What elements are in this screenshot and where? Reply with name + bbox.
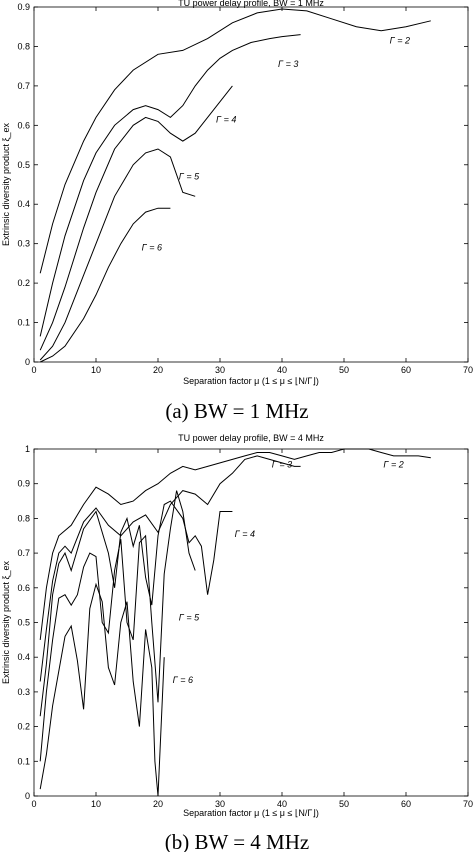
series-line-3: [39, 500, 233, 717]
y-tick-label: 0.1: [17, 756, 30, 766]
y-axis-label: Extrinsic diversity product ξ_ex: [1, 122, 11, 246]
series-line-1: [39, 448, 431, 640]
y-tick-label: 0.6: [17, 120, 30, 130]
y-tick-label: 0.7: [17, 81, 30, 91]
y-tick-label: 0.5: [17, 618, 30, 628]
series-line-5: [39, 207, 171, 363]
x-tick-label: 50: [339, 365, 349, 375]
y-tick-label: 0: [25, 791, 30, 801]
x-tick-label: 60: [401, 365, 411, 375]
chart-title: TU power delay profile, BW = 1 MHz: [178, 0, 324, 8]
chart-bw-1mhz: TU power delay profile, BW = 1 MHz Separ…: [1, 0, 473, 423]
x-tick-label: 30: [215, 799, 225, 809]
x-axis-label: Separation factor μ (1 ≤ μ ≤ ⌊N/Γ⌋): [183, 376, 319, 386]
x-tick-label: 30: [215, 365, 225, 375]
x-tick-label: 40: [277, 799, 287, 809]
y-tick-label: 0.4: [17, 652, 30, 662]
series-line-2: [39, 34, 301, 337]
y-axis-label: Extrinsic diversity product ξ_ex: [1, 560, 11, 684]
chart-title: TU power delay profile, BW = 4 MHz: [178, 433, 324, 443]
x-tick-label: 0: [31, 365, 36, 375]
y-tick-label: 0.4: [17, 199, 30, 209]
y-tick-label: 0.3: [17, 239, 30, 249]
x-tick-label: 50: [339, 799, 349, 809]
y-tick-label: 0.8: [17, 41, 30, 51]
x-tick-label: 10: [91, 799, 101, 809]
series-line-4: [39, 148, 196, 361]
y-tick-label: 0.8: [17, 513, 30, 523]
y-tick-label: 0: [25, 357, 30, 367]
gamma-annotation: Γ = 6: [142, 243, 162, 253]
plot-frame: [33, 448, 469, 797]
gamma-annotation: Γ = 2: [383, 460, 403, 470]
gamma-annotation: Γ = 3: [278, 59, 298, 69]
x-tick-label: 10: [91, 365, 101, 375]
gamma-annotation: Γ = 3: [272, 460, 292, 470]
x-tick-label: 70: [463, 799, 473, 809]
y-tick-label: 0.7: [17, 548, 30, 558]
series-line-5: [39, 582, 165, 797]
gamma-annotation: Γ = 2: [390, 36, 410, 46]
gamma-annotation: Γ = 6: [173, 675, 193, 685]
chart-bw-4mhz: TU power delay profile, BW = 4 MHz Separ…: [1, 433, 473, 852]
series-line-2: [39, 455, 301, 682]
x-axis-label: Separation factor μ (1 ≤ μ ≤ ⌊N/Γ⌋): [183, 808, 319, 818]
y-tick-label: 1: [25, 444, 30, 454]
y-tick-label: 0.2: [17, 278, 30, 288]
x-tick-label: 20: [153, 799, 163, 809]
figure-caption: (b) BW = 4 MHz: [165, 830, 309, 852]
x-tick-label: 60: [401, 799, 411, 809]
y-tick-label: 0.9: [17, 479, 30, 489]
gamma-annotation: Γ = 5: [179, 172, 200, 182]
x-tick-label: 0: [31, 799, 36, 809]
x-tick-label: 40: [277, 365, 287, 375]
series-line-1: [39, 8, 431, 274]
y-tick-label: 0.1: [17, 318, 30, 328]
y-tick-label: 0.9: [17, 2, 30, 12]
x-tick-label: 70: [463, 365, 473, 375]
plot-frame: [33, 6, 469, 363]
gamma-annotation: Γ = 4: [216, 114, 236, 124]
series-line-4: [39, 490, 196, 762]
y-tick-label: 0.6: [17, 583, 30, 593]
gamma-annotation: Γ = 4: [235, 529, 255, 539]
figure-caption: (a) BW = 1 MHz: [165, 399, 308, 423]
x-tick-label: 20: [153, 365, 163, 375]
gamma-annotation: Γ = 5: [179, 612, 200, 622]
series-line-3: [39, 85, 233, 351]
y-tick-label: 0.5: [17, 160, 30, 170]
y-tick-label: 0.2: [17, 722, 30, 732]
y-tick-label: 0.3: [17, 687, 30, 697]
